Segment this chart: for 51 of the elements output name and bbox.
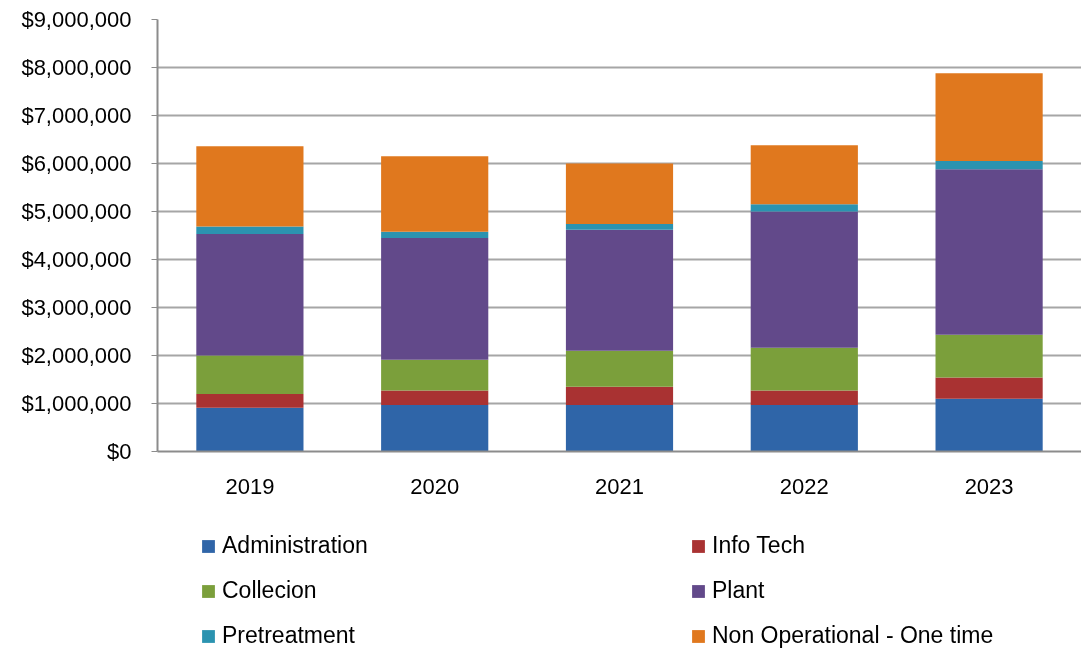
bar bbox=[750, 204, 858, 212]
bar bbox=[935, 334, 1043, 378]
bar bbox=[196, 234, 304, 356]
bar bbox=[565, 386, 674, 405]
legend-label: Pretreatment bbox=[222, 622, 355, 649]
y-tick-label: $7,000,000 bbox=[21, 103, 132, 128]
bar bbox=[381, 404, 489, 452]
x-tick-label: 2019 bbox=[225, 473, 275, 499]
bar bbox=[750, 211, 858, 348]
bar bbox=[935, 161, 1043, 170]
bar bbox=[565, 404, 674, 452]
bar bbox=[381, 231, 489, 238]
legend-label: Plant bbox=[712, 577, 765, 604]
y-tick-label: $5,000,000 bbox=[21, 199, 132, 224]
y-tick-label: $4,000,000 bbox=[21, 247, 132, 272]
y-tick-label: $8,000,000 bbox=[21, 55, 132, 80]
bar bbox=[565, 223, 674, 230]
bar bbox=[565, 229, 674, 351]
bar bbox=[196, 393, 304, 408]
bar bbox=[750, 347, 858, 391]
bar bbox=[196, 226, 304, 235]
y-tick-label: $2,000,000 bbox=[21, 343, 132, 368]
bar bbox=[935, 398, 1043, 452]
bar bbox=[381, 237, 489, 360]
legend-label: Collecion bbox=[222, 577, 317, 604]
bar bbox=[935, 377, 1043, 399]
bar bbox=[750, 390, 858, 405]
bar bbox=[196, 355, 304, 394]
bar bbox=[381, 156, 489, 232]
bar bbox=[381, 390, 489, 405]
x-tick-label: 2021 bbox=[595, 473, 644, 499]
legend-label: Non Operational - One time bbox=[712, 622, 994, 649]
bar bbox=[565, 350, 674, 387]
y-tick-label: $9,000,000 bbox=[21, 7, 132, 32]
x-tick-label: 2023 bbox=[964, 473, 1014, 499]
bar bbox=[750, 404, 858, 452]
bar bbox=[381, 359, 489, 391]
y-tick-label: $1,000,000 bbox=[21, 391, 132, 416]
x-tick-label: 2020 bbox=[410, 473, 460, 499]
legend-label: Administration bbox=[222, 532, 368, 559]
bar bbox=[196, 407, 304, 452]
bar bbox=[935, 169, 1043, 335]
y-tick-label: $0 bbox=[107, 439, 132, 464]
x-tick-label: 2022 bbox=[779, 473, 829, 499]
bar bbox=[750, 145, 858, 205]
legend-label: Info Tech bbox=[712, 532, 805, 559]
y-tick-label: $3,000,000 bbox=[21, 295, 132, 320]
bar bbox=[196, 146, 304, 227]
bar bbox=[565, 163, 674, 224]
bar bbox=[935, 73, 1043, 162]
y-tick-label: $6,000,000 bbox=[21, 151, 132, 176]
